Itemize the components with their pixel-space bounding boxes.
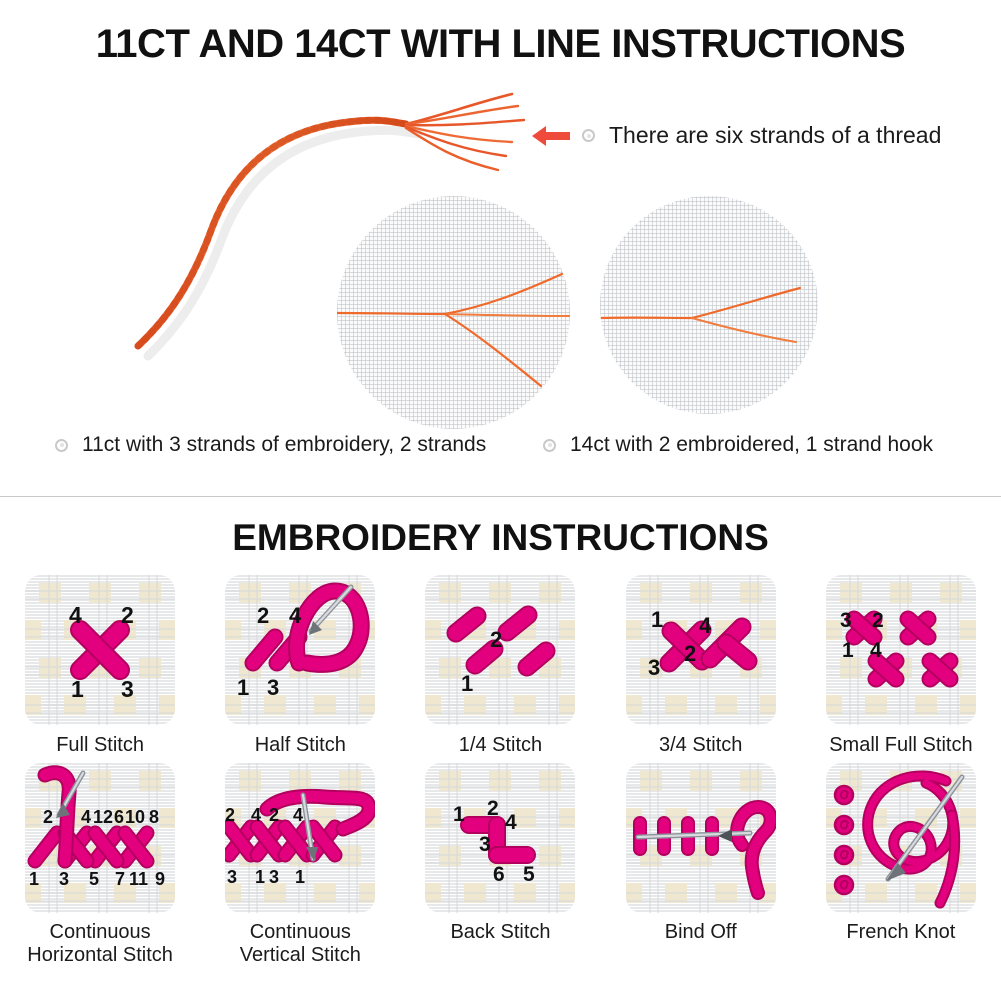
stitch-item-small-full-stitch: 3 2 1 4 Small Full Stitch xyxy=(801,575,1001,757)
svg-text:3: 3 xyxy=(269,867,279,887)
svg-text:11: 11 xyxy=(129,869,148,889)
ring-bullet-icon xyxy=(582,129,595,142)
ring-bullet-icon xyxy=(543,438,556,452)
svg-text:2: 2 xyxy=(684,641,696,666)
stitch-item-continuous-vertical-stitch: 2 4 2 4 3 1 3 1 Continuous Vertical Stit… xyxy=(200,763,400,967)
svg-text:5: 5 xyxy=(523,863,535,886)
stitch-item-half-stitch: 2 4 1 3 Half Stitch xyxy=(200,575,400,757)
fabric-sample-14ct xyxy=(600,196,818,414)
stitch-item-full-stitch: 4 2 1 3 Full Stitch xyxy=(0,575,200,757)
needle-icon xyxy=(635,829,753,843)
stitch-label-quarter-stitch: 1/4 Stitch xyxy=(458,734,543,756)
svg-text:1: 1 xyxy=(295,867,305,887)
ring-bullet-icon xyxy=(55,438,68,452)
needle-icon xyxy=(885,774,965,882)
fabric-caption-14ct: 14ct with 2 embroidered, 1 strand hook xyxy=(543,433,933,457)
stitch-grid: 4 2 1 3 Full Stitch xyxy=(0,575,1001,968)
svg-text:3: 3 xyxy=(59,869,69,889)
stitch-label-three-quarter-stitch: 3/4 Stitch xyxy=(659,734,743,756)
stitch-diagram-french-knot xyxy=(825,763,976,914)
svg-text:2: 2 xyxy=(225,805,235,825)
svg-text:3: 3 xyxy=(479,833,491,856)
stitch-diagram-three-quarter-stitch: 1 4 2 3 xyxy=(625,575,776,725)
svg-text:2: 2 xyxy=(121,602,134,628)
stitch-label-bind-off: Bind Off xyxy=(664,921,737,944)
french-knot-dots xyxy=(833,784,855,896)
stitch-diagram-continuous-vertical-stitch: 2 4 2 4 3 1 3 1 xyxy=(225,763,376,914)
section-divider xyxy=(0,496,1001,497)
stitch-diagram-continuous-horizontal-stitch: 2 4 12 6 10 8 1 3 5 7 11 9 xyxy=(25,763,176,914)
page-title-line-instructions: 11CT AND 14CT WITH LINE INSTRUCTIONS xyxy=(95,22,906,66)
thread-note: There are six strands of a thread xyxy=(530,122,941,149)
svg-text:2: 2 xyxy=(487,797,499,820)
svg-text:4: 4 xyxy=(81,807,91,827)
svg-text:1: 1 xyxy=(461,671,473,696)
stitch-item-bind-off: Bind Off xyxy=(601,763,801,967)
svg-text:8: 8 xyxy=(149,807,159,827)
fabric-caption-11ct: 11ct with 3 strands of embroidery, 2 str… xyxy=(55,433,486,457)
svg-text:3: 3 xyxy=(267,675,279,700)
fabric-caption-11ct-text: 11ct with 3 strands of embroidery, 2 str… xyxy=(82,433,487,456)
stitch-item-back-stitch: 1 2 4 3 6 5 Back Stitch xyxy=(400,763,600,967)
stitch-diagram-half-stitch: 2 4 1 3 xyxy=(225,575,376,725)
svg-text:1: 1 xyxy=(255,867,265,887)
page-title-embroidery: EMBROIDERY INSTRUCTIONS xyxy=(232,517,769,558)
svg-text:10: 10 xyxy=(125,807,145,827)
stitch-diagram-bind-off xyxy=(625,763,776,914)
stitch-diagram-back-stitch: 1 2 4 3 6 5 xyxy=(425,763,576,914)
svg-text:4: 4 xyxy=(251,805,261,825)
stitch-label-full-stitch: Full Stitch xyxy=(56,734,144,756)
svg-text:4: 4 xyxy=(870,639,882,662)
arrow-left-icon xyxy=(530,123,572,149)
svg-text:1: 1 xyxy=(651,607,663,632)
svg-text:4: 4 xyxy=(505,811,517,834)
stitch-number: 4 xyxy=(69,602,82,628)
svg-text:2: 2 xyxy=(269,805,279,825)
fabric-sample-11ct xyxy=(337,196,570,429)
svg-text:2: 2 xyxy=(257,603,269,628)
needle-icon xyxy=(308,584,354,635)
stitch-label-french-knot: French Knot xyxy=(846,921,956,944)
svg-text:1: 1 xyxy=(237,675,249,700)
svg-text:3: 3 xyxy=(648,655,660,680)
stitch-label-half-stitch: Half Stitch xyxy=(254,734,346,756)
svg-text:3: 3 xyxy=(227,867,237,887)
embroidery-instructions-section: EMBROIDERY INSTRUCTIONS xyxy=(0,497,1001,1001)
stitch-label-small-full-stitch: Small Full Stitch xyxy=(829,734,973,756)
svg-text:1: 1 xyxy=(71,676,84,702)
stitch-item-quarter-stitch: 2 1 1/4 Stitch xyxy=(400,575,600,757)
svg-text:1: 1 xyxy=(453,803,465,826)
stitch-item-continuous-horizontal-stitch: 2 4 12 6 10 8 1 3 5 7 11 9 Continuous Ho… xyxy=(0,763,200,967)
svg-text:5: 5 xyxy=(89,869,99,889)
stitch-item-three-quarter-stitch: 1 4 2 3 3/4 Stitch xyxy=(601,575,801,757)
thread-illustration xyxy=(120,80,550,380)
svg-text:3: 3 xyxy=(840,609,852,632)
needle-icon xyxy=(300,792,319,862)
stitch-diagram-quarter-stitch: 2 1 xyxy=(425,575,576,725)
stitch-label-continuous-vertical-stitch: Continuous Vertical Stitch xyxy=(239,921,361,967)
svg-text:6: 6 xyxy=(493,863,505,886)
fabric-caption-14ct-text: 14ct with 2 embroidered, 1 strand hook xyxy=(570,433,934,456)
stitch-item-french-knot: French Knot xyxy=(801,763,1001,967)
stitch-diagram-full-stitch: 4 2 1 3 xyxy=(25,575,176,725)
needle-icon xyxy=(56,770,86,819)
stitch-diagram-small-full-stitch: 3 2 1 4 xyxy=(825,575,976,725)
svg-text:1: 1 xyxy=(842,639,854,662)
svg-text:4: 4 xyxy=(289,603,302,628)
svg-text:2: 2 xyxy=(490,627,502,652)
svg-text:2: 2 xyxy=(872,609,884,632)
svg-text:7: 7 xyxy=(115,869,125,889)
svg-text:9: 9 xyxy=(155,869,165,889)
stitch-label-back-stitch: Back Stitch xyxy=(450,921,551,944)
line-instructions-section: 11CT AND 14CT WITH LINE INSTRUCTIONS xyxy=(0,0,1001,497)
svg-text:3: 3 xyxy=(121,676,134,702)
svg-text:4: 4 xyxy=(293,805,303,825)
svg-text:12: 12 xyxy=(93,807,113,827)
svg-text:2: 2 xyxy=(43,807,53,827)
svg-text:6: 6 xyxy=(114,807,124,827)
stitch-label-continuous-horizontal-stitch: Continuous Horizontal Stitch xyxy=(27,921,173,967)
thread-note-text: There are six strands of a thread xyxy=(609,122,942,148)
svg-text:1: 1 xyxy=(29,869,39,889)
svg-text:4: 4 xyxy=(699,613,712,638)
